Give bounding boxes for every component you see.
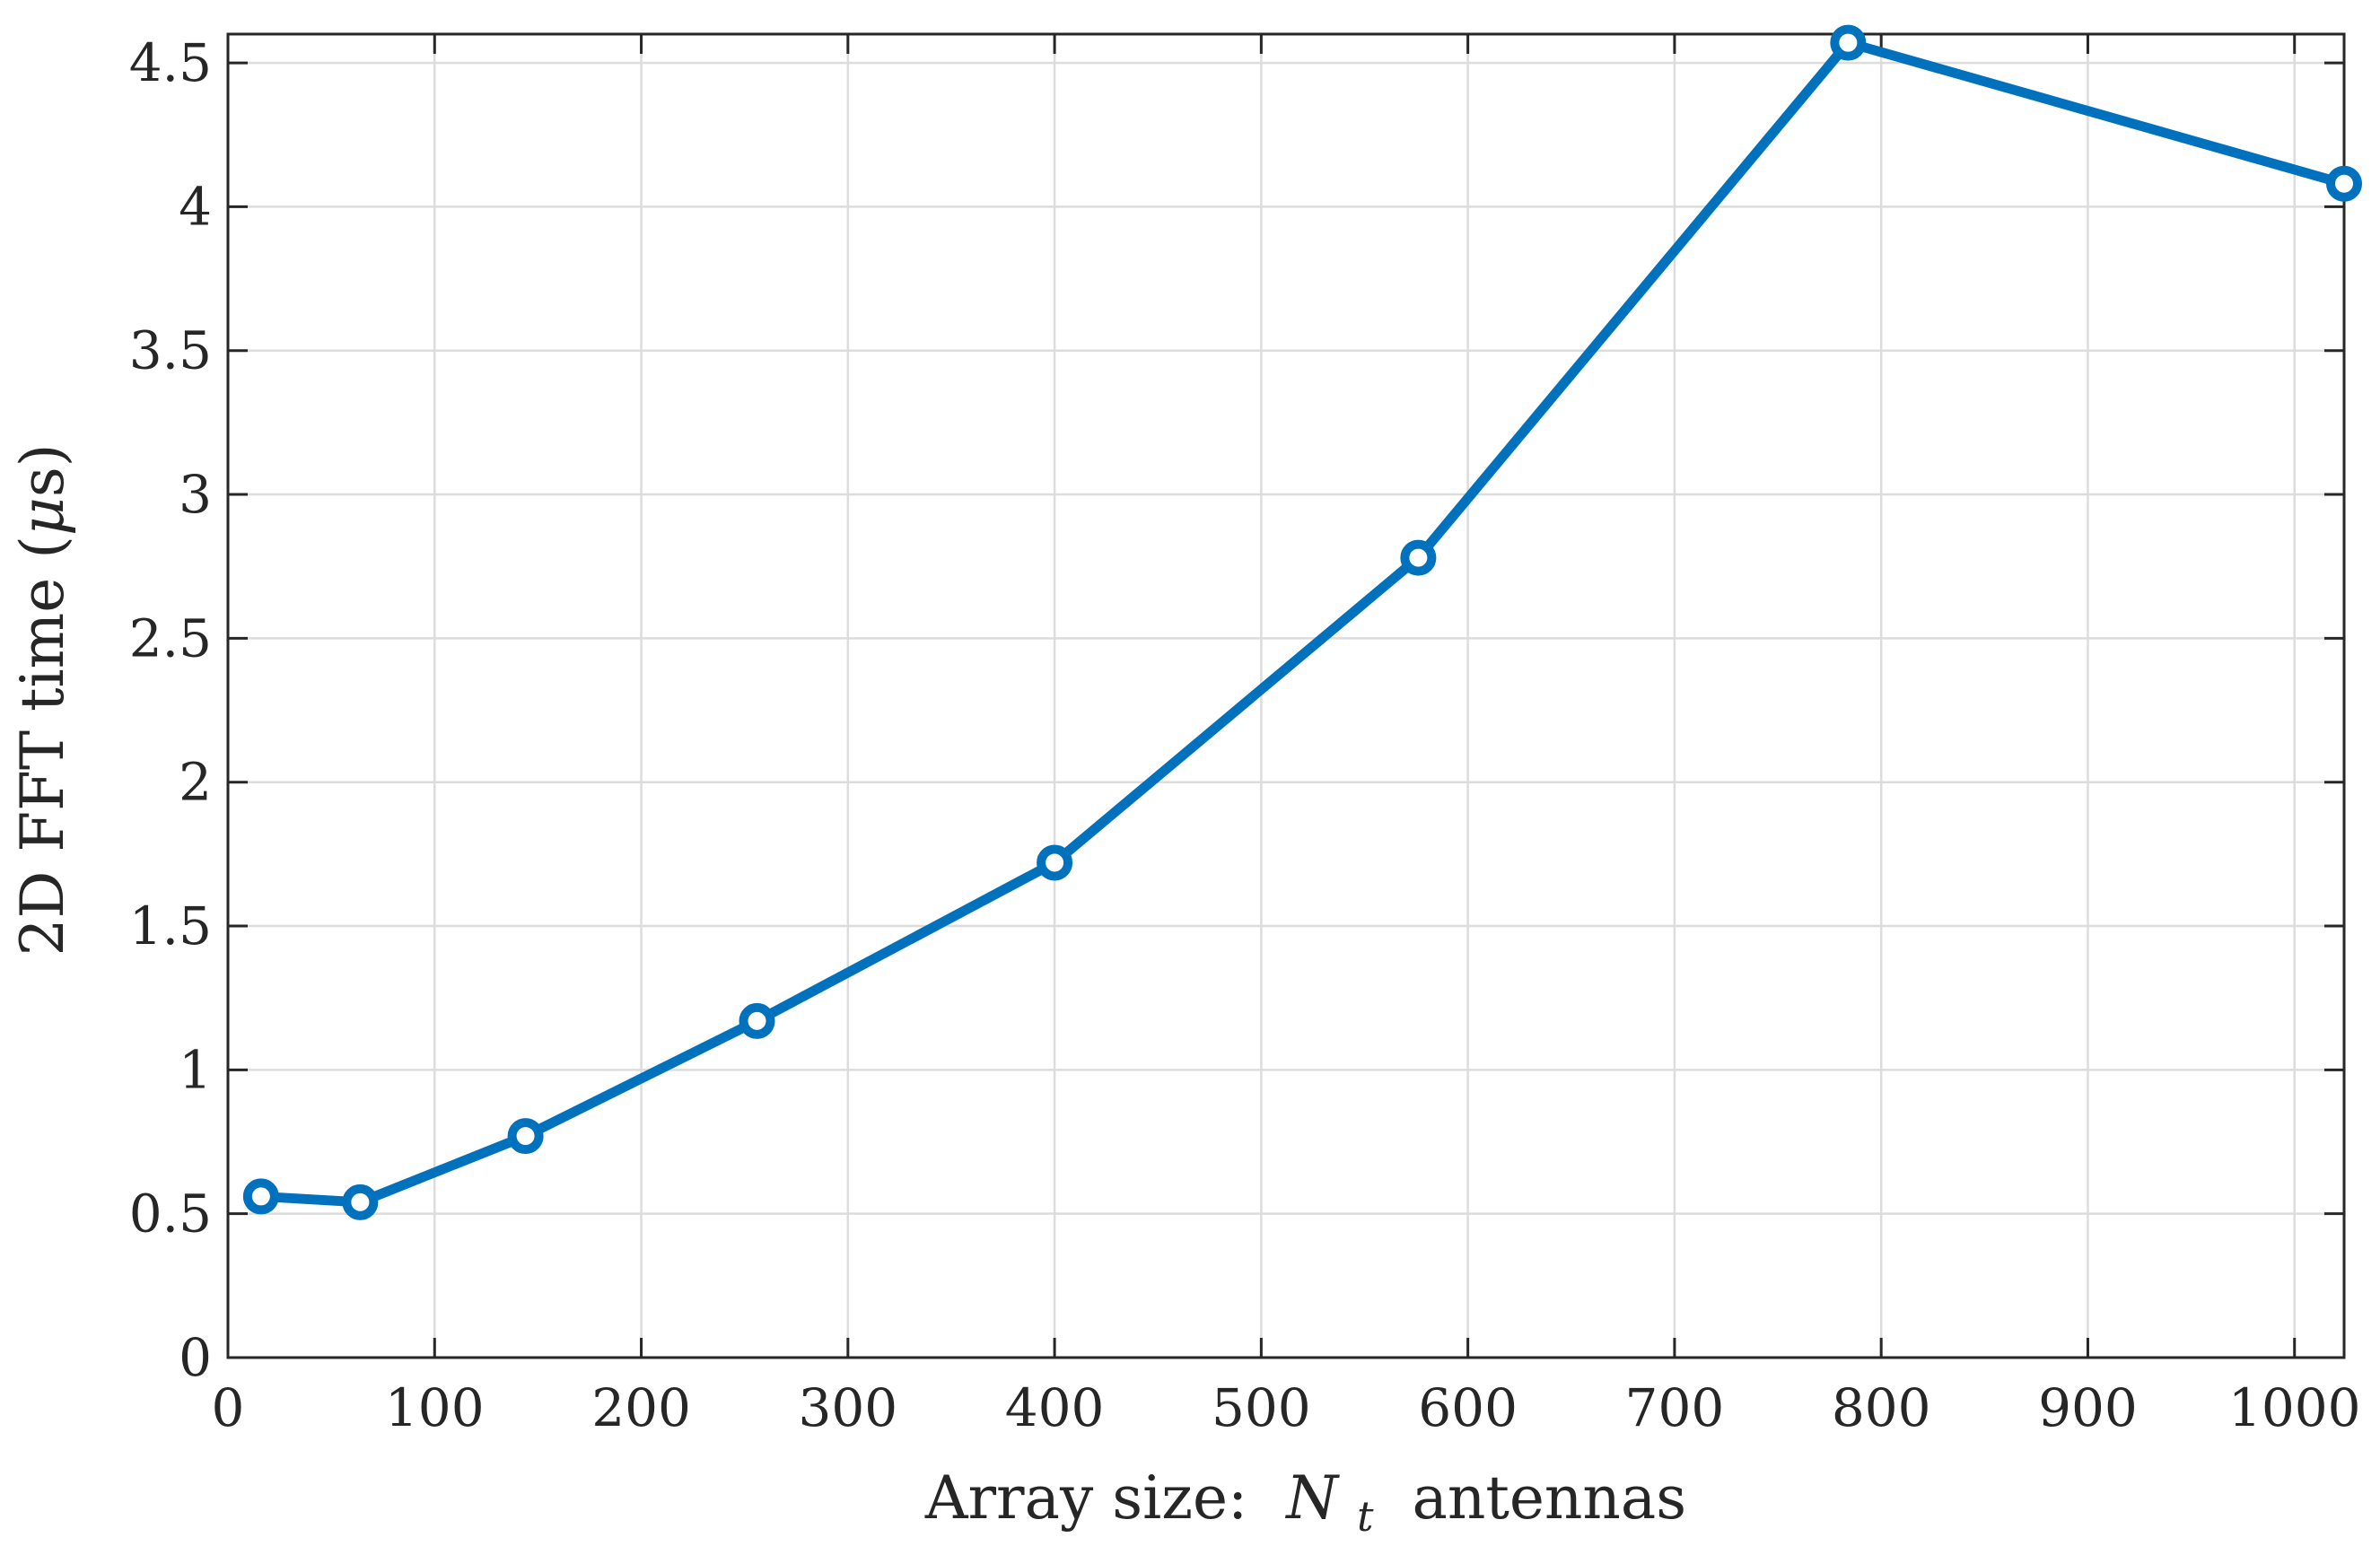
x-tick-label: 400 <box>1005 1377 1105 1438</box>
axis-ticks <box>226 34 2344 1359</box>
y-axis-label-math: μ <box>8 497 77 536</box>
x-tick-label: 800 <box>1832 1377 1931 1438</box>
data-series <box>242 24 2362 1220</box>
x-tick-label: 700 <box>1625 1377 1725 1438</box>
series-line <box>256 38 2349 1208</box>
x-tick-label: 900 <box>2038 1377 2138 1438</box>
x-tick-label: 300 <box>798 1377 897 1438</box>
y-tick-label: 1.5 <box>129 895 212 956</box>
data-point <box>1400 539 1437 576</box>
data-point <box>2326 165 2362 202</box>
y-tick-label: 4.5 <box>129 32 212 93</box>
y-tick-label: 2.5 <box>129 607 212 668</box>
y-axis-label-suffix: s) <box>8 443 77 497</box>
y-axis-label: 2D FFT time (μs) <box>8 443 77 956</box>
x-tick-label: 200 <box>591 1377 691 1438</box>
data-point <box>1830 24 1867 61</box>
y-tick-label: 3.5 <box>129 320 212 381</box>
y-tick-labels: 0 0.5 1 1.5 2 2.5 3 3.5 4 4.5 <box>129 32 212 1388</box>
y-tick-label: 0.5 <box>129 1184 212 1245</box>
x-tick-label: 1000 <box>2228 1377 2361 1438</box>
x-axis-label-suffix: antennas <box>1412 1463 1686 1533</box>
y-tick-label: 3 <box>179 464 212 525</box>
x-axis-label-math: N <box>1284 1463 1340 1533</box>
data-point <box>342 1184 379 1220</box>
y-axis-label-text: 2D FFT time ( <box>8 536 77 956</box>
grid-lines <box>226 34 2344 1359</box>
x-axis-label: Array size: N t antennas <box>924 1463 1686 1545</box>
data-point <box>739 1002 775 1039</box>
x-tick-label: 100 <box>385 1377 485 1438</box>
data-point <box>1037 844 1073 881</box>
y-tick-label: 0 <box>179 1327 212 1388</box>
x-axis-label-subscript: t <box>1357 1492 1374 1541</box>
x-tick-label: 500 <box>1212 1377 1311 1438</box>
y-tick-label: 2 <box>179 752 212 813</box>
x-tick-label: 0 <box>212 1377 245 1438</box>
x-axis-label-text: Array size: <box>924 1463 1247 1533</box>
data-point <box>507 1118 544 1155</box>
data-point <box>242 1178 279 1215</box>
plot-frame <box>226 32 2346 1359</box>
y-tick-label: 1 <box>179 1039 212 1100</box>
y-tick-label: 4 <box>179 176 212 237</box>
x-tick-label: 600 <box>1418 1377 1518 1438</box>
x-tick-labels: 0 100 200 300 400 500 600 700 800 900 1000 <box>212 1377 2361 1438</box>
